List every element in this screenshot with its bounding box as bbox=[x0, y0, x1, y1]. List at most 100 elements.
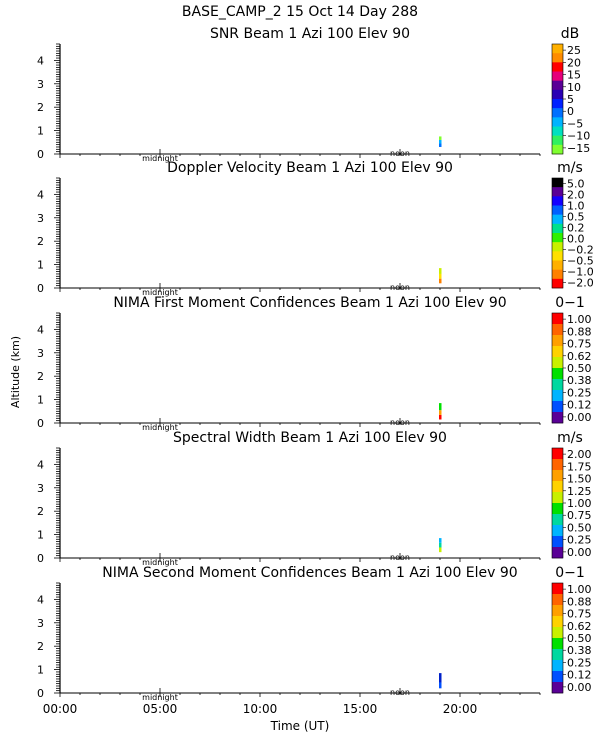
colorbar-label: −1.0 bbox=[567, 266, 594, 279]
y-tick-label: 0 bbox=[37, 148, 44, 161]
colorbar-label: 2.00 bbox=[567, 448, 592, 461]
x-tick-label: 10:00 bbox=[243, 702, 278, 716]
colorbar-label: 0.25 bbox=[567, 534, 592, 547]
colorbar-frame bbox=[551, 177, 564, 289]
y-tick-label: 2 bbox=[37, 101, 44, 114]
panel-title: SNR Beam 1 Azi 100 Elev 90 bbox=[210, 26, 410, 42]
y-tick-label: 4 bbox=[37, 593, 44, 606]
y-tick-label: 1 bbox=[37, 664, 44, 677]
panel-title: NIMA First Moment Confidences Beam 1 Azi… bbox=[113, 295, 506, 311]
panel-4: Spectral Width Beam 1 Azi 100 Elev 90 m/s… bbox=[37, 430, 592, 567]
colorbar-label: 0.50 bbox=[567, 632, 592, 645]
colorbar-swatch bbox=[552, 583, 563, 595]
colorbar-label: −0.5 bbox=[567, 255, 594, 268]
noon-label: noon bbox=[390, 418, 410, 427]
colorbar-label: 0.12 bbox=[567, 399, 592, 412]
y-tick-label: 0 bbox=[37, 282, 44, 295]
colorbar-label: 5.0 bbox=[567, 178, 585, 191]
data-cell bbox=[439, 136, 442, 140]
colorbar-label: 20 bbox=[567, 56, 581, 69]
colorbar-swatch bbox=[552, 682, 563, 694]
colorbar-swatch bbox=[552, 638, 563, 650]
figure-header: BASE_CAMP_2 15 Oct 14 Day 288 bbox=[182, 4, 418, 20]
colorbar-swatch bbox=[552, 627, 563, 639]
colorbar-label: 1.0 bbox=[567, 200, 585, 213]
colorbar-label: −2.0 bbox=[567, 277, 594, 290]
panel-title: Doppler Velocity Beam 1 Azi 100 Elev 90 bbox=[167, 160, 453, 176]
colorbar-unit: m/s bbox=[557, 160, 583, 176]
data-cell bbox=[439, 673, 442, 683]
colorbar-label: 15 bbox=[567, 69, 581, 82]
y-tick-label: 4 bbox=[37, 54, 44, 67]
colorbar-swatch bbox=[552, 412, 563, 424]
colorbar-swatch bbox=[552, 269, 563, 280]
colorbar-label: 1.00 bbox=[567, 313, 592, 326]
y-tick-label: 1 bbox=[37, 259, 44, 272]
y-tick-label: 0 bbox=[37, 417, 44, 430]
colorbar-swatch bbox=[552, 525, 563, 537]
y-tick-label: 2 bbox=[37, 370, 44, 383]
colorbar-label: 0.38 bbox=[567, 374, 592, 387]
colorbar-label: 0.88 bbox=[567, 325, 592, 338]
noon-label: noon bbox=[390, 553, 410, 562]
y-tick-label: 3 bbox=[37, 617, 44, 630]
colorbar-swatch bbox=[552, 379, 563, 391]
y-tick-label: 0 bbox=[37, 687, 44, 700]
colorbar-swatch bbox=[552, 126, 563, 136]
colorbar-swatch bbox=[552, 671, 563, 683]
colorbar-label: 0.38 bbox=[567, 644, 592, 657]
colorbar-swatch bbox=[552, 260, 563, 270]
data-cell bbox=[439, 278, 442, 284]
colorbar-swatch bbox=[552, 324, 563, 336]
colorbar-swatch bbox=[552, 108, 563, 118]
y-axis-label: Altitude (km) bbox=[9, 336, 22, 408]
data-cell bbox=[439, 414, 442, 420]
colorbar-label: 1.00 bbox=[567, 583, 592, 596]
colorbar-swatch bbox=[552, 205, 563, 215]
y-tick-label: 4 bbox=[37, 323, 44, 336]
x-axis-label: Time (UT) bbox=[270, 719, 330, 733]
colorbar-swatch bbox=[552, 251, 563, 261]
colorbar-label: 0 bbox=[567, 105, 574, 118]
colorbar-label: 1.50 bbox=[567, 473, 592, 486]
colorbar-swatch bbox=[552, 44, 563, 54]
colorbar-swatch bbox=[552, 605, 563, 617]
colorbar-label: 1.25 bbox=[567, 485, 592, 498]
colorbar-swatch bbox=[552, 649, 563, 661]
colorbar-label: 0.25 bbox=[567, 656, 592, 669]
y-tick-label: 2 bbox=[37, 640, 44, 653]
data-cell bbox=[439, 139, 442, 144]
panel-2: Doppler Velocity Beam 1 Azi 100 Elev 90 m… bbox=[37, 160, 594, 297]
colorbar-swatch bbox=[552, 401, 563, 413]
colorbar-label: 0.75 bbox=[567, 509, 592, 522]
colorbar-label: −15 bbox=[567, 142, 590, 155]
panel-title: Spectral Width Beam 1 Azi 100 Elev 90 bbox=[173, 430, 447, 446]
data-cell bbox=[439, 547, 442, 553]
noon-label: noon bbox=[390, 283, 410, 292]
colorbar-label: 0.00 bbox=[567, 411, 592, 424]
colorbar-swatch bbox=[552, 492, 563, 504]
colorbar-swatch bbox=[552, 53, 563, 63]
y-tick-label: 2 bbox=[37, 505, 44, 518]
colorbar-swatch bbox=[552, 214, 563, 225]
colorbar-label: 0.25 bbox=[567, 386, 592, 399]
colorbar-swatch bbox=[552, 242, 563, 252]
colorbar-label: 1.75 bbox=[567, 460, 592, 473]
y-tick-label: 3 bbox=[37, 347, 44, 360]
colorbar-label: 0.62 bbox=[567, 620, 592, 633]
colorbar-label: 2.0 bbox=[567, 189, 585, 202]
colorbar-swatch bbox=[552, 390, 563, 402]
colorbar-swatch bbox=[552, 117, 563, 127]
colorbar-label: 0.00 bbox=[567, 546, 592, 559]
colorbar-label: 25 bbox=[567, 44, 581, 57]
colorbar-label: 0.50 bbox=[567, 521, 592, 534]
colorbar-swatch bbox=[552, 223, 563, 234]
y-tick-label: 0 bbox=[37, 552, 44, 565]
panel-3: NIMA First Moment Confidences Beam 1 Azi… bbox=[37, 295, 592, 432]
colorbar-swatch bbox=[552, 233, 563, 243]
colorbar-swatch bbox=[552, 178, 563, 188]
colorbar-swatch bbox=[552, 616, 563, 628]
data-cell bbox=[439, 143, 442, 147]
